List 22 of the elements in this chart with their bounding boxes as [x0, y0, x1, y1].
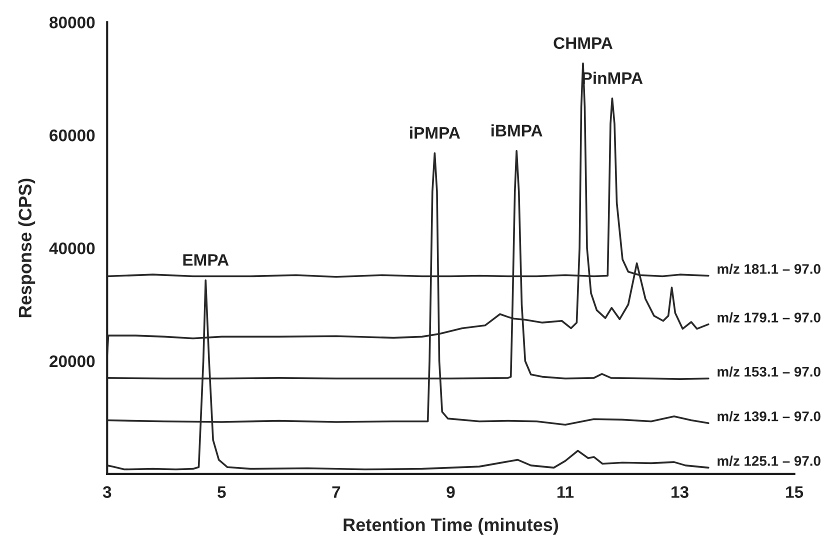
series-label: m/z 153.1 – 97.0 [718, 366, 820, 377]
x-tick-label: 3 [102, 486, 112, 498]
x-tick-label: 7 [332, 486, 340, 498]
annotation: iPMPA [410, 126, 460, 139]
y-tick-label: 80000 [50, 16, 95, 28]
series-label: m/z 181.1 – 97.0 [718, 264, 820, 274]
x-tick-label: 11 [557, 486, 574, 498]
y-tick-label: 60000 [50, 130, 95, 142]
y-tick-label: 20000 [50, 355, 95, 368]
x-tick-label: 9 [446, 486, 455, 498]
x-tick-label: 13 [672, 486, 688, 498]
x-tick-label: 5 [218, 486, 226, 498]
x-tick-label: 15 [786, 486, 804, 498]
series-label: m/z 125.1 – 97.0 [718, 456, 820, 466]
series-label: m/z 179.1 – 97.0 [718, 312, 820, 323]
y-tick-label: 40000 [49, 242, 95, 254]
x-axis-title: Retention Time (minutes) [344, 518, 558, 535]
y-axis-title: Response (CPS) [18, 178, 36, 318]
annotation: CHMPA [554, 37, 613, 49]
annotation: iBMPA [492, 124, 542, 136]
annotation: EMPA [183, 254, 229, 266]
series-label: m/z 139.1 – 97.0 [718, 411, 820, 422]
